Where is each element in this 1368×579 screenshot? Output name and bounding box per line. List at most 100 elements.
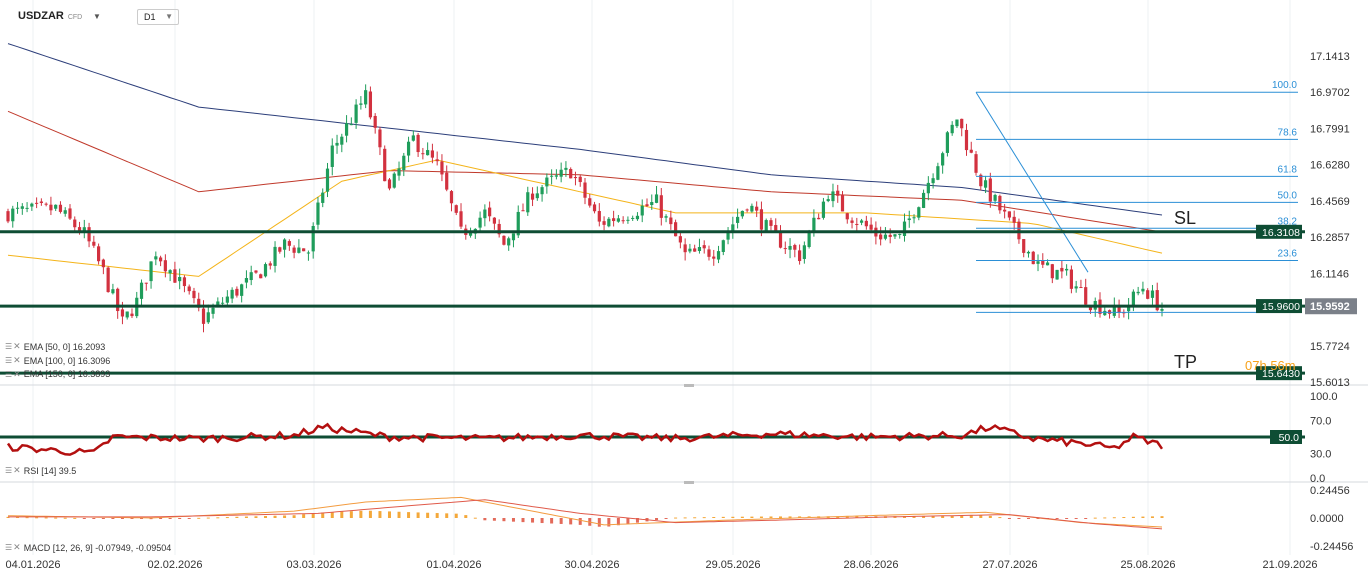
candle-body: [1003, 209, 1007, 212]
timer-hours: 07: [1245, 358, 1260, 373]
candle-body: [883, 234, 888, 239]
candle-body: [1103, 310, 1107, 316]
macd-histogram-bar: [54, 517, 58, 519]
candle-body: [340, 136, 344, 145]
candle-body: [731, 224, 735, 231]
symbol-dropdown-icon[interactable]: ▼: [93, 12, 101, 21]
legend-macd-label: MACD [12, 26, 9] -0.07949, -0.09504: [23, 542, 172, 553]
candle-body: [721, 240, 725, 252]
candle-body: [335, 142, 339, 146]
fib-level-label: 38.2: [1278, 216, 1298, 227]
candle-body: [974, 154, 978, 173]
close-icon[interactable]: ✕: [13, 369, 21, 379]
fibonacci-retracement[interactable]: 100.0 78.6 61.8 50.0 38.2 23.6: [975, 80, 1298, 313]
horizontal-levels[interactable]: 16.3108 15.9600 15.6430 15.9592: [0, 224, 1357, 381]
symbol-type: CFD: [67, 14, 83, 21]
candle-body: [101, 259, 105, 268]
macd-histogram-bar: [492, 518, 496, 521]
candle-body: [745, 209, 749, 211]
price-axis-label: 16.4569: [1310, 196, 1350, 208]
legend-ema50: ☰ ✕ EMA [50, 0] 16.2093: [5, 341, 105, 352]
candle-body: [759, 209, 764, 230]
level-price-tag: [1256, 224, 1302, 239]
candle-body: [545, 177, 549, 187]
candle-body: [44, 203, 48, 205]
candle-body: [530, 193, 535, 200]
macd-histogram-bar: [454, 513, 458, 518]
close-icon[interactable]: ✕: [13, 465, 21, 475]
macd-histogram-bar: [1093, 517, 1097, 519]
macd-histogram-bar: [416, 512, 420, 518]
candle-body: [206, 312, 210, 323]
candle-body: [869, 224, 873, 230]
candle-body: [817, 217, 821, 220]
axes: 17.1413 16.9702 16.7991 16.6280 16.4569 16.28…: [5, 51, 1353, 571]
candle-body: [92, 241, 96, 246]
candle-body: [1150, 290, 1155, 298]
candle-body: [826, 199, 830, 202]
macd-histogram-bar: [473, 517, 477, 519]
fib-level-label: 23.6: [1278, 248, 1298, 259]
candle-body: [654, 194, 659, 203]
candle-body: [354, 104, 358, 123]
rsi-panel: 50.0: [0, 422, 1305, 456]
candle-body: [850, 220, 854, 223]
candle-body: [478, 217, 482, 228]
close-icon[interactable]: ✕: [13, 355, 21, 365]
macd-histogram-bar: [1036, 518, 1040, 519]
candle-body: [607, 218, 611, 227]
macd-histogram-bar: [521, 518, 525, 523]
settings-icon[interactable]: ☰: [5, 356, 13, 365]
macd-histogram-bar: [254, 516, 258, 518]
candle-body: [325, 168, 330, 192]
candle-body: [1065, 268, 1069, 271]
candle-body: [540, 187, 544, 195]
price-axis-label: 16.1146: [1310, 268, 1349, 280]
candle-body: [988, 178, 992, 202]
candle-body: [387, 179, 392, 189]
candle-body: [454, 205, 458, 213]
ema50-line: [7, 159, 1163, 277]
macd-histogram-bar: [378, 511, 382, 518]
symbol-selector[interactable]: USDZAR CFD: [18, 10, 82, 22]
legend-ema100-label: EMA [100, 0] 16.3096: [23, 355, 111, 366]
close-icon[interactable]: ✕: [13, 542, 21, 552]
macd-histogram-bar: [1055, 518, 1059, 519]
macd-histogram-bar: [740, 516, 744, 518]
price-axis-label: 17.1413: [1310, 51, 1350, 63]
candle-body: [402, 155, 406, 171]
macd-histogram-bar: [273, 515, 277, 518]
macd-histogram-bar: [769, 516, 773, 518]
settings-icon[interactable]: ☰: [5, 342, 13, 351]
timeframe-select[interactable]: D1 ▼: [137, 9, 179, 25]
candle-body: [559, 169, 563, 177]
candle-body: [163, 260, 167, 272]
macd-histogram-bar: [283, 515, 287, 518]
date-axis-label: 01.04.2026: [426, 559, 481, 571]
candle-body: [1007, 211, 1012, 218]
macd-histogram-bar: [1141, 516, 1145, 518]
fib-level-label: 100.0: [1272, 80, 1297, 91]
ema-lines: [7, 43, 1163, 277]
settings-icon[interactable]: ☰: [5, 466, 13, 475]
candle-body: [364, 90, 368, 105]
settings-icon[interactable]: ☰: [5, 543, 13, 552]
macd-histogram-bar: [969, 515, 973, 518]
close-icon[interactable]: ✕: [13, 341, 21, 351]
macd-histogram-bar: [798, 516, 802, 518]
candle-body: [302, 248, 306, 252]
legend-ema150: ☰ ✕ EMA [150, 0] 16.3893: [5, 369, 110, 379]
rsi-line: [6, 422, 1164, 456]
candle-body: [693, 248, 697, 252]
candle-body: [225, 296, 229, 303]
candle-body: [797, 250, 802, 262]
candle-body: [58, 204, 63, 212]
candle-body: [650, 202, 654, 205]
candle-body: [802, 245, 806, 259]
macd-histogram-bar: [674, 517, 678, 519]
price-axis-label: 15.6013: [1310, 377, 1350, 389]
macd-histogram-bar: [855, 516, 859, 518]
candle-body: [716, 251, 721, 260]
settings-icon[interactable]: ☰: [5, 369, 13, 379]
